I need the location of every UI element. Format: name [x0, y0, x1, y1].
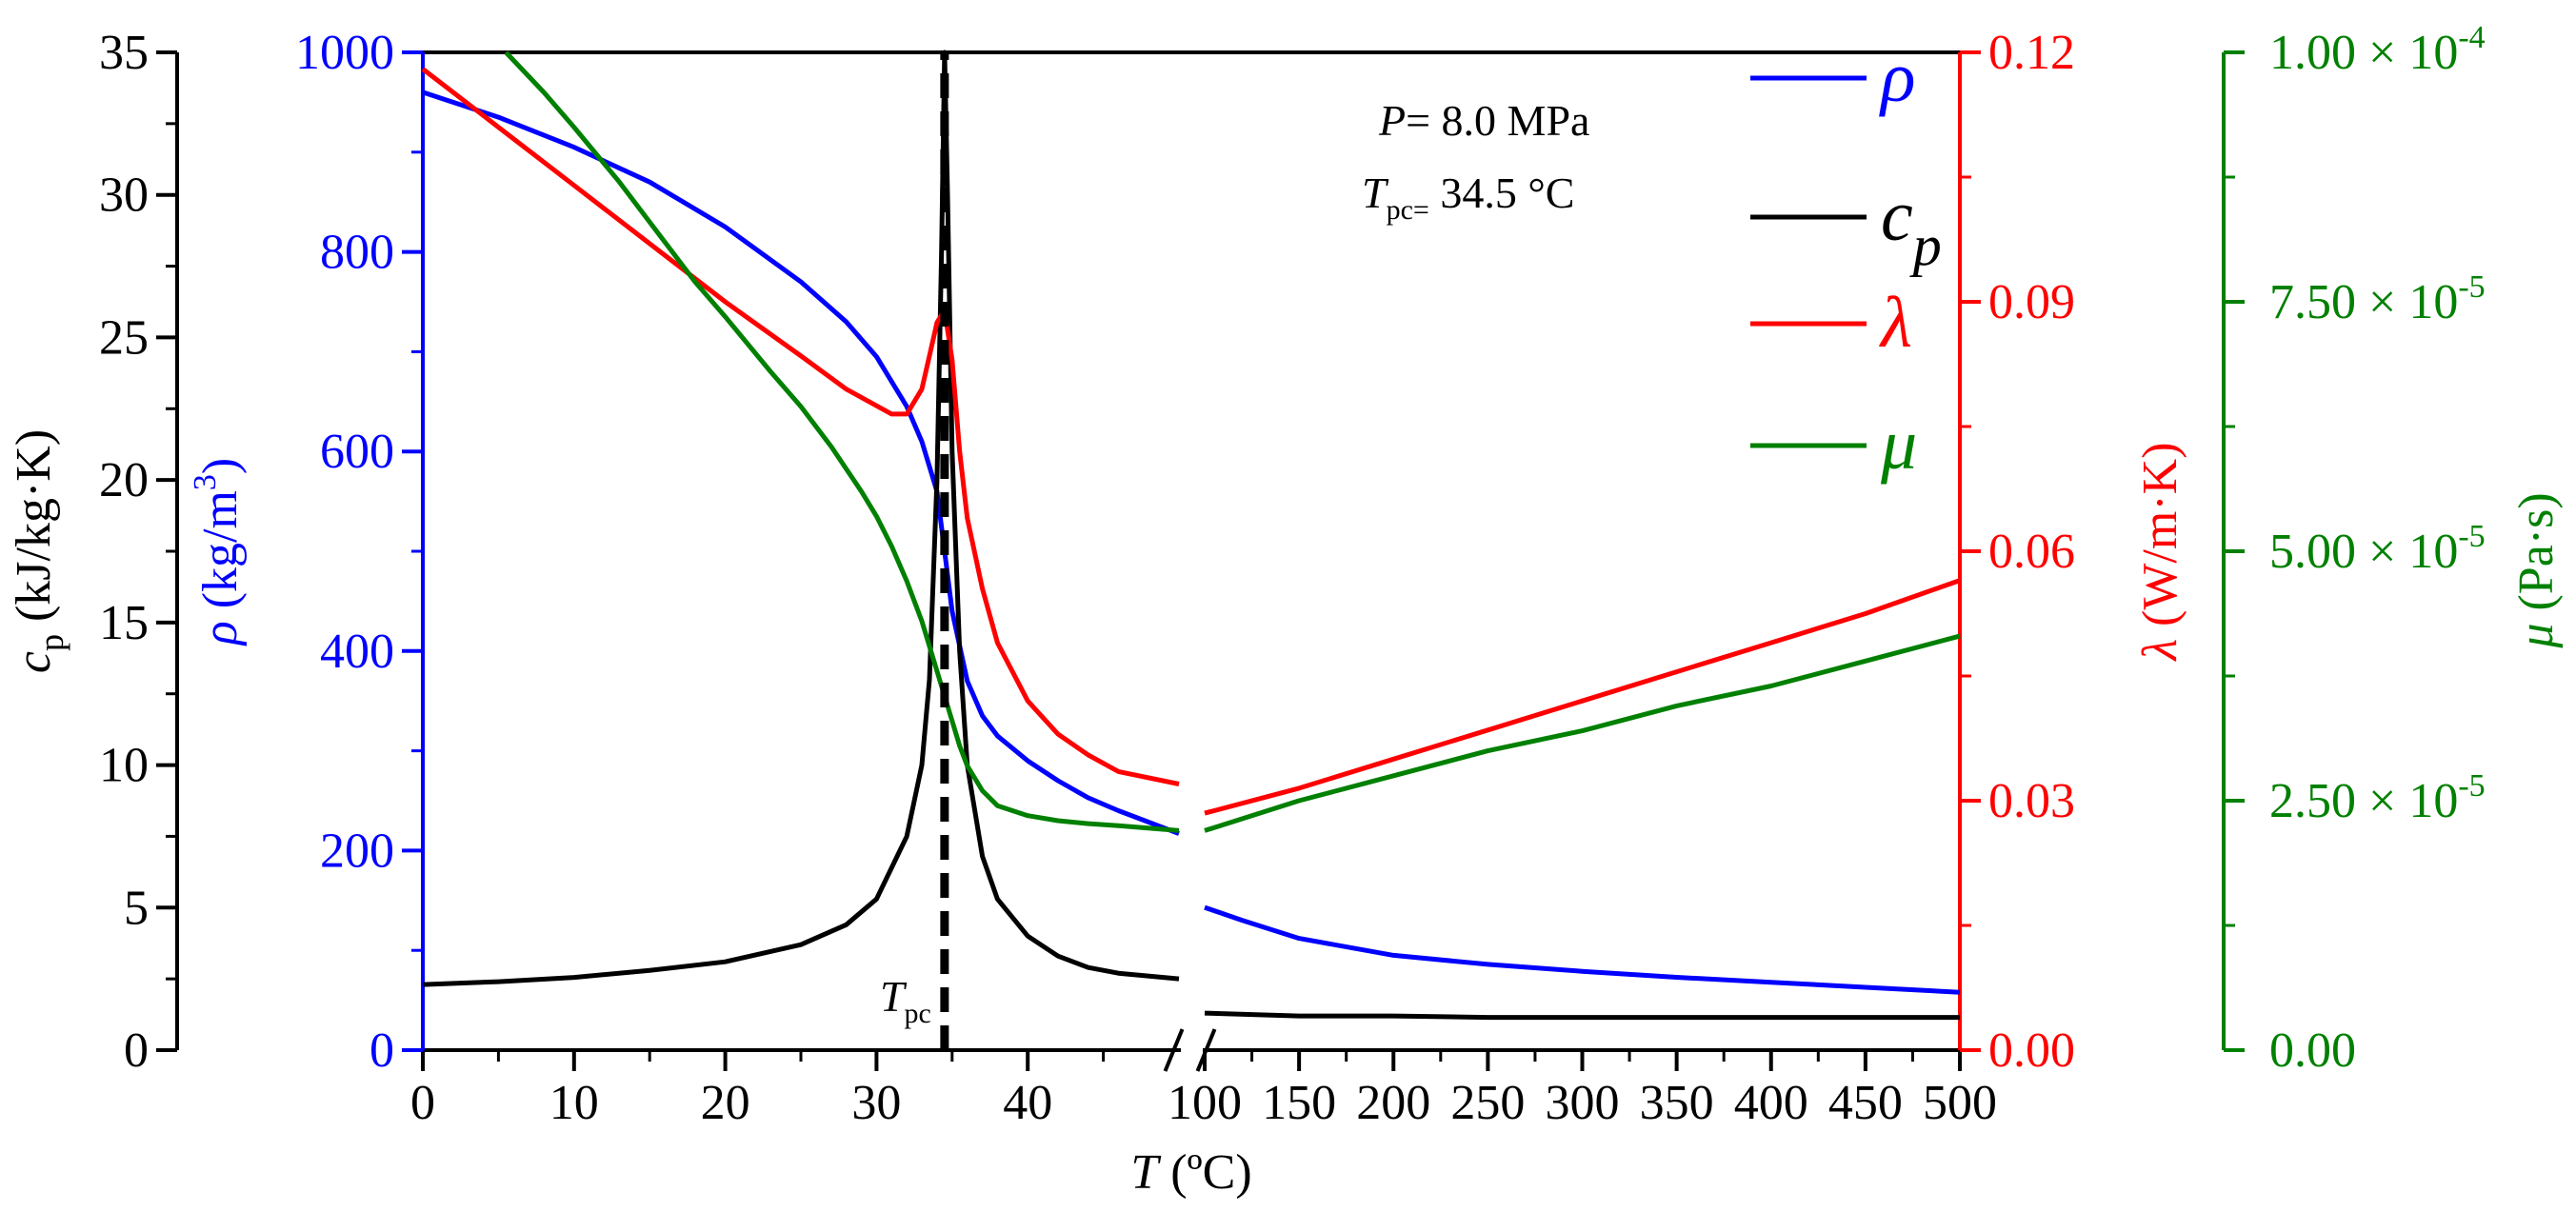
- tpc-line-label: Tpc: [880, 972, 931, 1029]
- x-tick-label: 250: [1450, 1076, 1525, 1130]
- cp-tick-label: 10: [99, 739, 149, 793]
- rho-tick-label: 400: [320, 625, 394, 679]
- rho-axis-title: ρ (kg/m3): [188, 458, 248, 647]
- lambda-tick-label: 0.09: [1988, 275, 2075, 329]
- series-lambda-line-high: [1204, 578, 1961, 816]
- legend-label-rho: ρ: [1879, 37, 1915, 117]
- mu-tick-label: 0.00: [2269, 1023, 2356, 1078]
- x-tick-label: 350: [1640, 1076, 1714, 1130]
- series-lambda-line-low: [421, 67, 1180, 786]
- x-tick-label: 300: [1546, 1076, 1620, 1130]
- cp-tick-label: 5: [124, 881, 149, 935]
- legend-label-cp: cp: [1881, 176, 1942, 277]
- x-tick-label: 30: [851, 1076, 901, 1130]
- x-tick-label: 40: [1003, 1076, 1052, 1130]
- x-tick-label: 0: [410, 1076, 435, 1130]
- x-axis-title: T (ºC): [1130, 1145, 1251, 1200]
- x-tick-label: 10: [549, 1076, 599, 1130]
- x-tick-label: 100: [1168, 1076, 1242, 1130]
- x-tick-label: 450: [1828, 1076, 1903, 1130]
- series-rho-line-high: [1204, 904, 1961, 995]
- series-rho-line-low: [422, 89, 1180, 836]
- tpc-annotation: Tpc= 34.5 °C: [1362, 169, 1574, 226]
- axis-break-right: [1195, 1028, 1217, 1072]
- lambda-tick-label: 0.12: [1988, 26, 2075, 80]
- rho-tick-label: 1000: [295, 26, 394, 80]
- rho-tick-label: 0: [369, 1023, 394, 1078]
- lambda-tick-label: 0.03: [1988, 774, 2075, 828]
- mu-tick-label: 7.50 × 10-5: [2269, 269, 2486, 329]
- series-lines: [421, 50, 1961, 1021]
- x-tick-label: 200: [1356, 1076, 1430, 1130]
- x-tick-label: 20: [701, 1076, 750, 1130]
- tpc-marker: Tpc: [880, 54, 949, 1050]
- x-tick-label: 150: [1262, 1076, 1336, 1130]
- legend-label-mu: μ: [1880, 405, 1917, 485]
- pressure-annotation: P= 8.0 MPa: [1378, 96, 1589, 145]
- legend-label-lambda: λ: [1879, 283, 1912, 363]
- x-tick-label: 400: [1734, 1076, 1808, 1130]
- cp-tick-label: 30: [99, 169, 149, 223]
- rho-tick-label: 600: [320, 425, 394, 479]
- lambda-tick-label: 0.00: [1988, 1023, 2075, 1078]
- cp-axis-title: cp (kJ/kg·K): [7, 429, 70, 673]
- series-mu-line-low: [504, 50, 1180, 833]
- cp-tick-label: 15: [99, 596, 149, 650]
- x-axis: 0 10 20 30 40 100 150 200 250 300 350 400 450 500 T (º…: [410, 1028, 1997, 1200]
- series-cp-line-low: [422, 50, 1180, 987]
- mu-tick-label: 2.50 × 10-5: [2269, 768, 2486, 828]
- series-mu-line-high: [1204, 633, 1961, 833]
- cp-tick-label: 25: [99, 310, 149, 365]
- lambda-tick-label: 0.06: [1988, 525, 2075, 579]
- mu-tick-label: 5.00 × 10-5: [2269, 519, 2486, 579]
- y-axes: 0 5 10 15 20 25 30 35 0 200 400 600 800 1000 0.00 0.03 0…: [7, 20, 2564, 1078]
- mu-tick-label: 1.00 × 10-4: [2269, 20, 2486, 80]
- rho-tick-label: 200: [320, 824, 394, 878]
- cp-tick-label: 0: [124, 1023, 149, 1078]
- rho-tick-label: 800: [320, 226, 394, 280]
- mu-axis-title: μ (Pa·s): [2509, 492, 2564, 648]
- plot-frame: [423, 50, 1960, 1052]
- series-cp-line-high: [1204, 1010, 1960, 1021]
- cp-tick-label: 35: [99, 26, 149, 80]
- annotations: P= 8.0 MPa Tpc= 34.5 °C: [1362, 96, 1589, 226]
- lambda-axis-title: λ (W/m·K): [2133, 442, 2187, 662]
- cp-tick-label: 20: [99, 453, 149, 507]
- axis-break-left: [1163, 1028, 1185, 1072]
- x-tick-label: 500: [1923, 1076, 1997, 1130]
